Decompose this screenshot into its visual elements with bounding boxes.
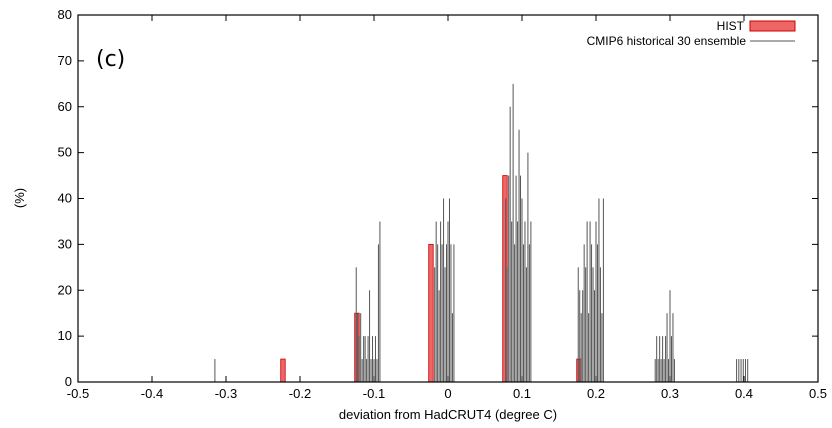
hist-bar: [576, 358, 582, 383]
y-axis-label: (%): [12, 188, 27, 208]
bars-layer: [214, 83, 749, 383]
hist-bar: [354, 312, 360, 383]
y-tick-label: 40: [58, 191, 72, 206]
y-tick-label: 80: [58, 7, 72, 22]
x-tick-label: 0: [444, 386, 451, 401]
legend: HIST CMIP6 historical 30 ensemble: [587, 19, 796, 48]
x-tick-label: -0.3: [215, 386, 237, 401]
x-tick-label: 0.2: [587, 386, 605, 401]
y-tick-label: 30: [58, 236, 72, 251]
y-tick-label: 20: [58, 282, 72, 297]
y-tick-label: 60: [58, 99, 72, 114]
x-tick-label: 0.3: [661, 386, 679, 401]
hist-bar: [280, 358, 286, 383]
legend-hist-label: HIST: [717, 19, 745, 33]
x-tick-label: -0.4: [141, 386, 163, 401]
y-tick-label: 0: [65, 374, 72, 389]
x-tick-label: 0.1: [513, 386, 531, 401]
x-tick-label: -0.2: [289, 386, 311, 401]
y-tick-label: 70: [58, 53, 72, 68]
x-tick-label: 0.4: [735, 386, 753, 401]
x-tick-label: -0.5: [67, 386, 89, 401]
hist-bar: [428, 243, 434, 383]
legend-hist-swatch: [749, 20, 796, 32]
x-tick-label: -0.1: [363, 386, 385, 401]
legend-cmip-label: CMIP6 historical 30 ensemble: [587, 34, 747, 48]
axes-layer: -0.5 -0.4 -0.3 -0.2 -0.1 0 0.1 0.2 0.3 0.4 0.5 0 10 2…: [58, 7, 828, 401]
panel-label: (c): [96, 47, 125, 72]
y-tick-label: 50: [58, 145, 72, 160]
y-tick-label: 10: [58, 328, 72, 343]
hist-bar: [502, 175, 508, 383]
x-axis-label: deviation from HadCRUT4 (degree C): [339, 407, 557, 422]
x-tick-label: 0.5: [809, 386, 827, 401]
